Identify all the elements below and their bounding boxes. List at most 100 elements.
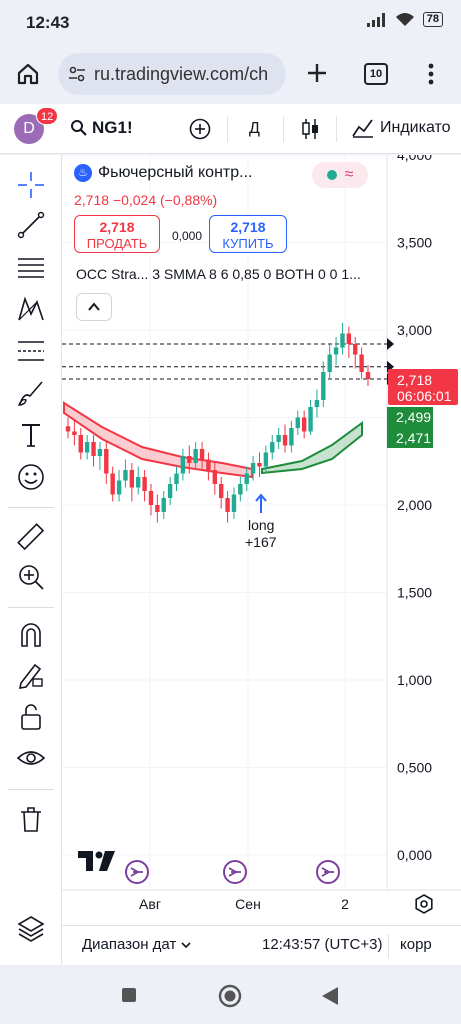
notification-badge: 12 [36,107,59,125]
symbol-search-button[interactable]: NG1! [70,118,133,138]
candle-body [359,354,364,372]
legend-title-row[interactable]: ♨ Фьючерсный контр... [74,164,252,182]
hide-drawings-tool[interactable] [13,741,49,777]
remove-drawings-tool[interactable] [13,801,49,837]
toolbar-divider [8,507,54,508]
candle-body [148,491,154,505]
trash-icon [21,807,41,832]
tab-switcher-button[interactable]: 10 [364,63,388,85]
emoji-tool[interactable] [13,459,49,495]
home-nav-icon[interactable] [218,984,242,1008]
system-nav-bar [0,965,461,1024]
candle-body [65,426,71,432]
chevron-up-icon [88,302,100,311]
candle-body [142,477,147,491]
text-tool[interactable] [13,417,49,453]
divider [227,116,228,142]
date-range-button[interactable]: Диапазон дат [82,936,192,953]
crosshair-tool[interactable] [13,167,49,203]
symbol-label: NG1! [92,118,133,137]
indicators-button[interactable]: Индикато [352,118,451,138]
address-bar[interactable]: ru.tradingview.com/ch [58,53,286,95]
zoom-tool[interactable] [13,559,49,595]
home-icon[interactable] [16,62,40,86]
candle-body [110,473,115,495]
trend-line-tool[interactable] [13,207,49,243]
compare-add-icon[interactable] [189,118,211,140]
candle-body [104,449,109,474]
collapse-legend-button[interactable] [76,293,112,321]
site-settings-icon[interactable] [68,65,86,83]
y-tick-label: 3,500 [397,235,432,251]
crosshair-icon [18,172,44,198]
chart-bottom-bar: Диапазон дат 12:43:57 (UTC+3) корр [62,925,461,965]
adjust-button[interactable]: корр [400,936,432,953]
divider [336,116,337,142]
buy-price: 2,718 [230,219,266,235]
candle-body [78,435,83,453]
candle-body [244,473,249,484]
pattern-tool[interactable] [13,291,49,327]
brush-tool[interactable] [13,375,49,411]
x-tick-label: 2 [341,896,349,912]
candle-body [289,428,294,446]
status-time: 12:43 [26,13,70,32]
dividend-event-icon[interactable] [124,859,150,885]
back-icon[interactable] [321,986,339,1006]
chart-header: D 12 NG1! Д Индикато [0,104,461,154]
chart-settings-gear-icon[interactable] [414,894,434,914]
signal-icon [366,12,385,27]
candle-body [238,484,243,495]
candle-body [136,477,141,488]
timeframe-button[interactable]: Д [249,120,260,137]
ruler-icon [17,523,45,551]
price-chart[interactable]: 4,0003,5003,0002,5002,0001,5001,0000,500… [62,155,461,925]
candle-body [263,452,269,467]
sell-button[interactable]: 2,718 ПРОДАТЬ [74,215,160,253]
recents-icon[interactable] [121,987,137,1003]
long-signal-arrow-icon [255,493,267,513]
new-tab-icon[interactable] [306,62,328,84]
tradingview-logo[interactable] [78,851,116,871]
trend-line-icon [17,211,45,239]
candle-body [97,449,103,456]
candle-body [340,333,345,348]
buy-button[interactable]: 2,718 КУПИТЬ [209,215,287,253]
chart-pane[interactable]: 4,0003,5003,0002,5002,0001,5001,0000,500… [62,155,461,925]
zoom-in-icon [19,565,44,590]
ruler-tool[interactable] [13,519,49,555]
fib-tool[interactable] [13,249,49,285]
lock-all-tool[interactable] [13,699,49,735]
x-tick-label: Сен [235,896,261,912]
y-tick-label: 2,000 [397,497,432,513]
dividend-event-icon[interactable] [222,859,248,885]
more-menu-icon[interactable] [427,62,435,86]
candle-body [84,442,90,453]
candle-body [129,470,135,488]
object-tree-tool[interactable] [13,911,49,947]
pattern-icon [18,296,44,321]
indicator-legend[interactable]: OCC Stra... 3 SMMA 8 6 0,85 0 BOTH 0 0 1… [76,266,361,282]
dividend-event-icon[interactable] [315,859,341,885]
legend-title: Фьючерсный контр... [98,164,253,181]
candle-body [225,498,230,512]
candle-body [257,463,262,467]
candles-chart-type-icon[interactable] [300,117,320,141]
battery-indicator: 78 [422,12,443,27]
candle-body [167,484,173,498]
x-tick-label: Авг [139,896,161,912]
fib-lines-icon [18,258,44,278]
market-open-dot-icon [326,170,337,180]
candle-body [155,505,160,512]
y-tick-label: 4,000 [397,155,432,163]
candle-body [218,484,224,498]
market-status-pill[interactable]: ≈ [312,162,368,188]
lock-drawing-tool[interactable] [13,657,49,693]
candle-body [123,470,128,481]
prediction-tool[interactable] [13,333,49,369]
candle-body [353,344,358,355]
indicators-label: Индикато [380,119,451,136]
magnet-tool[interactable] [13,617,49,653]
wifi-icon [395,13,414,26]
timezone-clock[interactable]: 12:43:57 (UTC+3) [262,936,383,953]
